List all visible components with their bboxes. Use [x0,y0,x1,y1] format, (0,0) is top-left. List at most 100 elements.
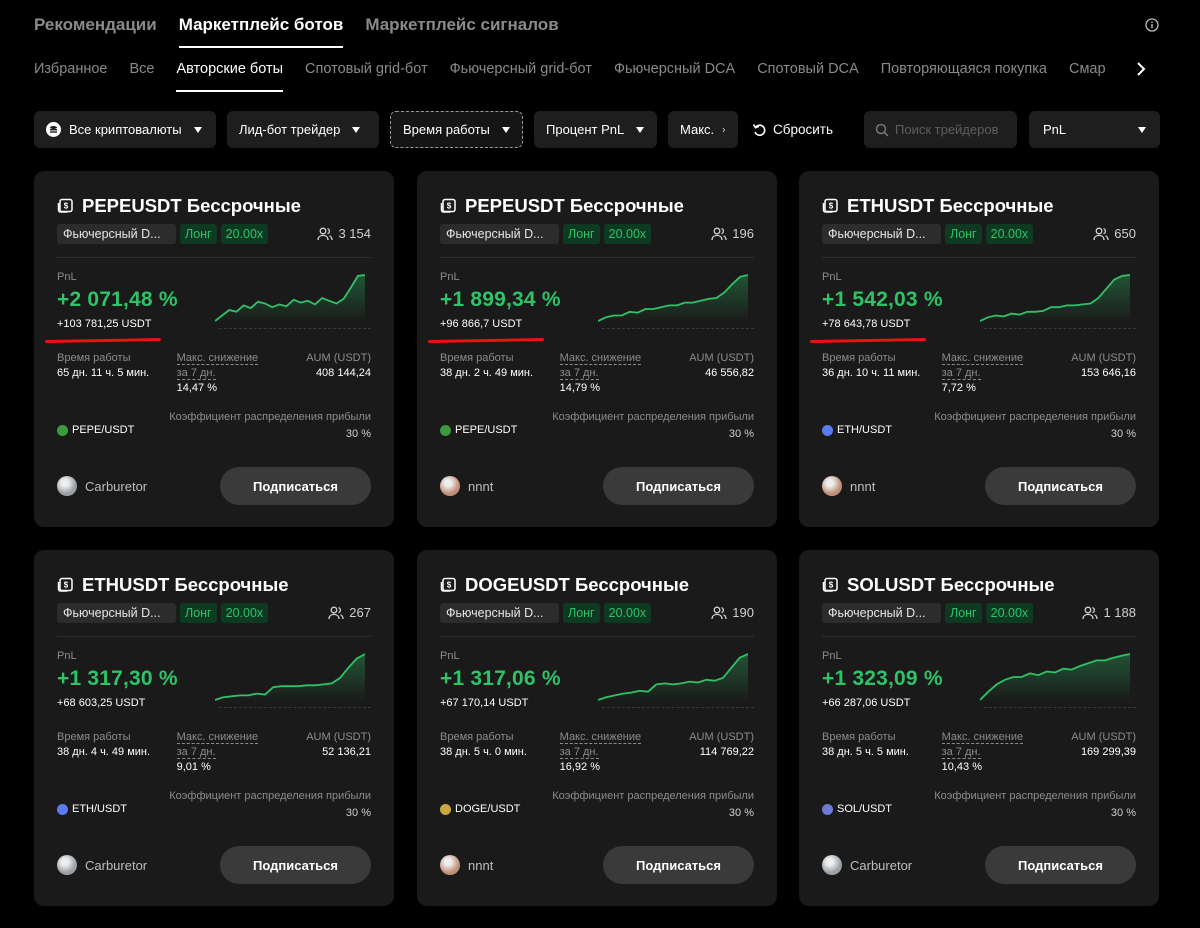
bot-type-tag: Фьючерсный D... [440,224,559,244]
tab-futures-dca[interactable]: Фьючерсный DCA [613,61,736,77]
svg-text:$: $ [829,581,834,590]
sparkline-area [980,275,1130,323]
bot-card[interactable]: $ PEPEUSDT Бессрочные Фьючерсный D... Ло… [417,171,777,527]
bot-card[interactable]: $ SOLUSDT Бессрочные Фьючерсный D... Лон… [799,550,1159,906]
pair-row: PEPE/USDT Коэффициент распределения приб… [57,409,371,455]
bot-card[interactable]: $ PEPEUSDT Бессрочные Фьючерсный D... Ло… [34,171,394,527]
subscribe-button[interactable]: Подписаться [220,846,371,884]
bot-type-tag: Фьючерсный D... [57,603,176,623]
card-title[interactable]: $ PEPEUSDT Бессрочные [440,193,754,219]
bot-icon: $ [822,198,838,213]
drawdown-period: за 7 дн. [176,367,216,380]
tab-spot-dca[interactable]: Спотовый DCA [757,61,859,77]
drawdown-stat[interactable]: Макс. снижение за 7 дн. 10,43 % [941,730,1052,780]
drawdown-period: за 7 дн. [941,367,981,380]
bot-type-tag: Фьючерсный D... [440,603,559,623]
card-title[interactable]: $ DOGEUSDT Бессрочные [440,572,754,598]
bot-owner[interactable]: nnnt [440,476,493,496]
crypto-filter-label: Все криптовалюты [69,122,182,137]
tab-smart[interactable]: Смар [1068,61,1106,77]
owner-row: nnnt Подписаться [440,467,754,505]
card-title-text: SOLUSDT Бессрочные [847,574,1055,595]
tab-spot-grid[interactable]: Спотовый grid-бот [305,61,428,77]
subscribe-button[interactable]: Подписаться [603,846,754,884]
drawdown-stat[interactable]: Макс. снижение за 7 дн. 14,47 % [176,351,287,401]
direction-tag: Лонг [180,603,217,623]
tab-recurring-buy[interactable]: Повторяющаяся покупка [880,61,1047,77]
tab-futures-grid[interactable]: Фьючерсный grid-бот [449,61,592,77]
subscribers-count: 190 [711,605,754,620]
drawdown-stat[interactable]: Макс. снижение за 7 дн. 14,79 % [559,351,670,401]
subscribers-value: 190 [732,605,754,620]
aum-stat: AUM (USDT) 52 136,21 [306,730,371,780]
bot-card[interactable]: $ ETHUSDT Бессрочные Фьючерсный D... Лон… [799,171,1159,527]
bot-owner[interactable]: Carburetor [822,855,912,875]
tab-author-bots[interactable]: Авторские боты [176,50,284,92]
profit-share-label: Коэффициент распределения прибыли [552,411,754,423]
drawdown-stat[interactable]: Макс. снижение за 7 дн. 7,72 % [941,351,1052,401]
max-filter[interactable]: Макс. [668,111,738,148]
chevron-right-icon[interactable] [1134,60,1148,78]
trader-filter[interactable]: Лид-бот трейдер [227,111,379,148]
tab-all[interactable]: Все [129,61,155,77]
drawdown-label: Макс. снижение [559,352,642,365]
leverage-tag: 20.00x [985,603,1034,623]
pnl-block: PnL +1 317,06 % +67 170,14 USDT [440,650,754,730]
card-title[interactable]: $ SOLUSDT Бессрочные [822,572,1136,598]
bot-owner[interactable]: nnnt [440,855,493,875]
svg-text:$: $ [64,581,69,590]
runtime-value: 38 дн. 5 ч. 0 мин. [440,746,527,758]
sort-select[interactable]: PnL [1029,111,1160,148]
runtime-filter[interactable]: Время работы [390,111,523,148]
bot-icon: $ [440,198,456,213]
sparkline-area [215,275,365,323]
coin-icon [57,803,68,815]
coin-icon [440,424,451,436]
pnl-percent-filter[interactable]: Процент PnL [534,111,657,148]
card-tags: Фьючерсный D... Лонг 20.00x 196 [440,223,754,245]
direction-tag: Лонг [563,224,600,244]
pnl-percent-filter-label: Процент PnL [546,122,625,137]
bot-owner[interactable]: Carburetor [57,855,147,875]
sparkline-line [215,653,365,701]
subscribe-button[interactable]: Подписаться [985,846,1136,884]
drawdown-value: 14,47 % [176,382,217,394]
bot-owner[interactable]: nnnt [822,476,875,496]
subscribe-button[interactable]: Подписаться [603,467,754,505]
bot-card[interactable]: $ DOGEUSDT Бессрочные Фьючерсный D... Ло… [417,550,777,906]
tab-favorites[interactable]: Избранное [34,61,108,77]
subscribers-count: 196 [711,226,754,241]
info-icon[interactable] [1145,18,1159,32]
profit-share-value: 30 % [728,807,754,819]
drawdown-label: Макс. снижение [176,731,259,744]
bot-card[interactable]: $ ETHUSDT Бессрочные Фьючерсный D... Лон… [34,550,394,906]
owner-name: nnnt [850,478,876,494]
aum-label: AUM (USDT) [689,352,754,364]
subscribers-count: 1 188 [1082,605,1136,620]
drawdown-stat[interactable]: Макс. снижение за 7 дн. 9,01 % [176,730,287,780]
subscribe-button[interactable]: Подписаться [985,467,1136,505]
subscribe-button[interactable]: Подписаться [220,467,371,505]
card-title[interactable]: $ PEPEUSDT Бессрочные [57,193,371,219]
tab-signals-marketplace[interactable]: Маркетплейс сигналов [365,15,559,34]
card-tags: Фьючерсный D... Лонг 20.00x 267 [57,602,371,624]
sparkline-baseline [984,707,1136,708]
crypto-filter[interactable]: Все криптовалюты [34,111,216,148]
card-title[interactable]: $ ETHUSDT Бессрочные [57,572,371,598]
card-title-text: ETHUSDT Бессрочные [847,195,1054,216]
owner-row: Carburetor Подписаться [57,846,371,884]
pnl-percent: +2 071,48 % [57,288,178,311]
category-tabs: Избранное Все Авторские боты Спотовый gr… [34,50,1144,92]
card-title[interactable]: $ ETHUSDT Бессрочные [822,193,1136,219]
tab-recommendations[interactable]: Рекомендации [34,15,157,34]
drawdown-stat[interactable]: Макс. снижение за 7 дн. 16,92 % [559,730,670,780]
bot-owner[interactable]: Carburetor [57,476,147,496]
tab-bots-marketplace[interactable]: Маркетплейс ботов [178,0,344,48]
bot-icon: $ [440,577,456,592]
users-icon [317,227,334,240]
trader-filter-label: Лид-бот трейдер [239,122,341,137]
search-input[interactable] [895,122,1005,137]
reset-button[interactable]: Сбросить [752,111,833,148]
aum-value: 169 299,39 [1080,746,1136,758]
filter-bar: Все криптовалюты Лид-бот трейдер Время р… [34,111,1160,148]
